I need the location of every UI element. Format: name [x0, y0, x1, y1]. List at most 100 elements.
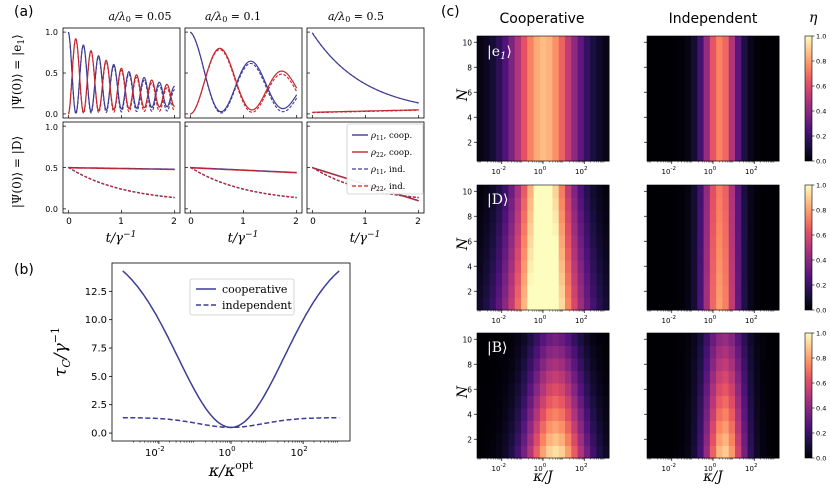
heatmap-cell	[665, 272, 673, 286]
heatmap-cell	[735, 247, 742, 261]
heatmap-cell	[583, 111, 591, 124]
b-yticklabel-3: 7.5	[91, 344, 107, 355]
heatmap-cell	[653, 86, 661, 99]
heatmap-cell	[489, 86, 497, 99]
heatmap-cell	[684, 370, 692, 384]
heatmap-cell	[747, 285, 755, 298]
heatmap-cell	[741, 433, 749, 446]
heatmap-cell	[508, 272, 516, 286]
heatmap-cell	[477, 136, 484, 149]
heatmap-cell	[659, 148, 667, 162]
heatmap-cell	[659, 36, 667, 49]
heatmap-cell	[741, 272, 749, 286]
heatmap-cell	[558, 358, 566, 371]
heatmap-cell	[552, 408, 560, 421]
heatmap-cell	[728, 370, 736, 384]
heatmap-cell	[590, 86, 597, 99]
heatmap-cell	[590, 333, 597, 346]
heatmap-cell	[684, 185, 692, 198]
heatmap-cell	[716, 61, 723, 74]
heatmap-cell	[571, 210, 579, 223]
heatmap-cell	[735, 383, 742, 396]
heatmap-cell	[495, 247, 503, 261]
heatmap-cell	[527, 111, 535, 124]
heatmap-cell	[697, 420, 705, 434]
c-xticklabel-r2-c1-0: 10-2	[662, 463, 676, 473]
heatmap-cell	[684, 111, 692, 124]
heatmap-cell	[672, 185, 679, 198]
c-yticklabel-r2-1: 4	[467, 410, 472, 419]
heatmap-cell	[766, 61, 774, 74]
heatmap-cell	[495, 297, 503, 311]
heatmap-cell	[728, 408, 736, 421]
a-c2-xtick-1: 1	[362, 217, 368, 227]
heatmap-cell	[672, 370, 679, 384]
heatmap-cell	[678, 98, 686, 112]
heatmap-cell	[483, 73, 491, 87]
heatmap-cell	[533, 61, 541, 74]
heatmap-cell	[539, 197, 547, 211]
heatmap-cell	[552, 36, 560, 49]
heatmap-cell	[697, 148, 705, 162]
heatmap-cell	[766, 247, 774, 261]
heatmap-cell	[539, 210, 547, 223]
heatmap-cell	[753, 408, 761, 421]
heatmap-cell	[521, 136, 528, 149]
heatmap-cell	[678, 333, 686, 346]
heatmap-cell	[753, 235, 761, 248]
c-cbticklabel-r0-0: 0.0	[816, 158, 826, 166]
heatmap-cell	[697, 73, 705, 87]
heatmap-cell	[533, 197, 541, 211]
heatmap-cell	[678, 48, 686, 62]
heatmap-cell	[477, 333, 484, 346]
heatmap-cell	[565, 98, 572, 112]
a-xlabel-2: t/γ−1	[228, 230, 259, 246]
heatmap-cell	[514, 197, 522, 211]
heatmap-cell	[772, 395, 780, 409]
heatmap-cell	[596, 111, 604, 124]
heatmap-cell	[709, 333, 717, 346]
heatmap-cell	[703, 235, 711, 248]
heatmap-cell	[709, 383, 717, 396]
heatmap-cell	[558, 408, 566, 421]
heatmap-cell	[678, 272, 686, 286]
heatmap-cell	[495, 185, 503, 198]
heatmap-cell	[772, 247, 780, 261]
heatmap-cell	[596, 247, 604, 261]
heatmap-cell	[772, 235, 780, 248]
heatmap-cell	[502, 36, 509, 49]
heatmap-cell	[760, 260, 767, 273]
heatmap-cell	[766, 111, 774, 124]
heatmap-cell	[735, 445, 742, 459]
a-c1-xtick-0: 0	[188, 217, 194, 227]
heatmap-cell	[684, 73, 692, 87]
legend-a-text-2: ρ22, coop.	[370, 148, 412, 159]
heatmap-cell	[571, 247, 579, 261]
heatmap-cell	[728, 136, 736, 149]
heatmap-cell	[489, 61, 497, 74]
heatmap-cell	[665, 370, 673, 384]
heatmap-cell	[728, 210, 736, 223]
heatmap-cell	[697, 445, 705, 459]
heatmap-cell	[678, 260, 686, 273]
heatmap-cell	[772, 260, 780, 273]
c-yticklabel-r2-3: 8	[467, 360, 472, 369]
heatmap-cell	[735, 36, 742, 49]
c-xlabel-2: κ/J	[702, 469, 724, 485]
heatmap-cell	[596, 395, 604, 409]
heatmap-cell	[565, 445, 572, 459]
heatmap-cell	[703, 285, 711, 298]
heatmap-cell	[684, 395, 692, 409]
c-cbticklabel-r2-0: 0.0	[816, 455, 826, 463]
heatmap-cell	[558, 272, 566, 286]
a-r0-c0-rho11-coop	[67, 31, 175, 114]
heatmap-cell	[678, 433, 686, 446]
heatmap-cell	[571, 86, 579, 99]
heatmap-cell	[596, 445, 604, 459]
heatmap-cell	[558, 395, 566, 409]
heatmap-cell	[577, 210, 585, 223]
heatmap-cell	[716, 370, 723, 384]
heatmap-cell	[552, 148, 560, 162]
heatmap-cell	[747, 36, 755, 49]
heatmap-cell	[697, 370, 705, 384]
